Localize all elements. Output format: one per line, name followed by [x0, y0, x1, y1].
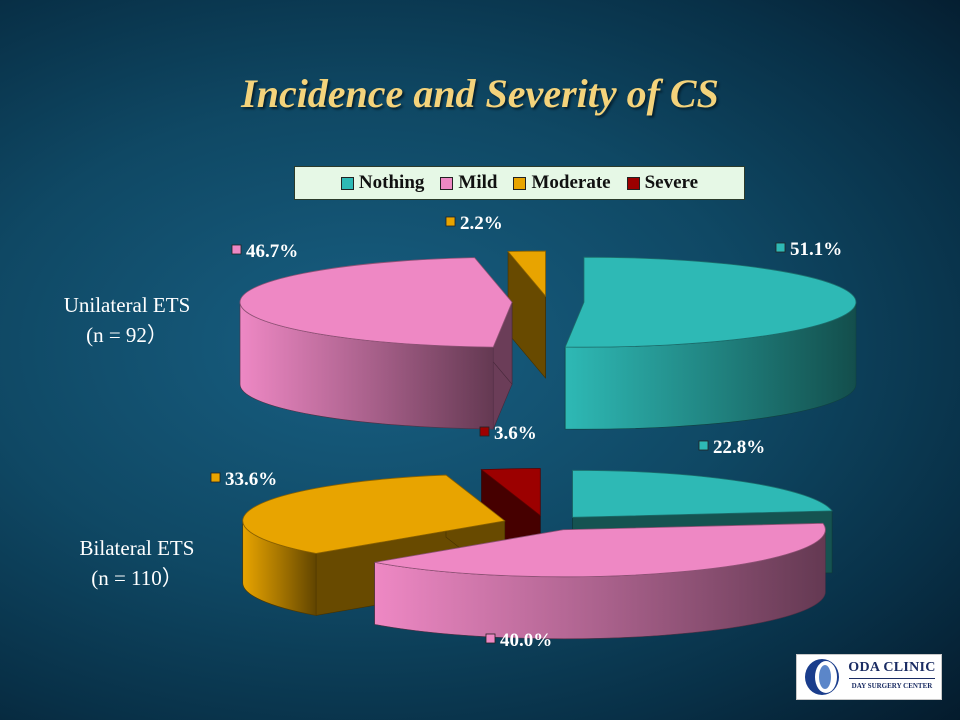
- legend-swatch-moderate: [513, 176, 527, 190]
- pie-chart-1: [242, 468, 833, 640]
- legend-label-nothing: Nothing: [358, 172, 425, 193]
- data-label-text-0-mild: 46.7%: [246, 241, 298, 262]
- data-label-1-moderate: 33.6%: [210, 469, 277, 490]
- legend-item-moderate: Moderate: [513, 172, 611, 194]
- pie-slice-1-mild: [374, 522, 826, 640]
- bilateral-group-label: Bilateral ETS (n = 110）: [42, 533, 232, 593]
- bilateral-title: Bilateral ETS: [79, 536, 195, 560]
- pie-slice-0-mild: [239, 256, 513, 430]
- chart-legend: Nothing Mild Moderate Severe: [294, 166, 745, 200]
- bilateral-n: (n = 110）: [91, 566, 183, 590]
- oda-clinic-logo: ODA CLINIC DAY SURGERY CENTER: [796, 654, 942, 700]
- pie-slice-0-moderate: [507, 250, 546, 379]
- unilateral-group-label: Unilateral ETS (n = 92）: [42, 290, 212, 350]
- unilateral-n: (n = 92）: [86, 323, 168, 347]
- data-label-0-nothing: 51.1%: [775, 239, 842, 260]
- legend-item-mild: Mild: [440, 172, 497, 194]
- legend-label-moderate: Moderate: [531, 172, 611, 193]
- logo-subtitle: DAY SURGERY CENTER: [851, 682, 933, 690]
- data-label-1-mild: 40.0%: [485, 630, 552, 651]
- logo-name: ODA CLINIC: [848, 660, 936, 675]
- data-label-0-moderate: 2.2%: [445, 213, 503, 234]
- legend-label-mild: Mild: [458, 172, 498, 193]
- data-label-text-1-mild: 40.0%: [500, 630, 552, 651]
- legend-item-nothing: Nothing: [340, 172, 425, 194]
- pie-chart-0: [239, 250, 857, 430]
- slide-title: Incidence and Severity of CS: [241, 71, 719, 116]
- legend-swatch-mild: [440, 176, 454, 190]
- data-label-text-0-moderate: 2.2%: [460, 213, 503, 234]
- legend-item-severe: Severe: [626, 172, 699, 194]
- legend-label-severe: Severe: [644, 172, 699, 193]
- data-label-0-mild: 46.7%: [231, 241, 298, 262]
- data-label-text-1-severe: 3.6%: [494, 423, 537, 444]
- pie-slice-0-nothing: [564, 256, 857, 430]
- data-label-1-nothing: 22.8%: [698, 437, 765, 458]
- legend-swatch-severe: [626, 176, 640, 190]
- legend-swatch-nothing: [340, 176, 354, 190]
- unilateral-title: Unilateral ETS: [63, 293, 191, 317]
- data-label-text-1-moderate: 33.6%: [225, 469, 277, 490]
- data-label-text-1-nothing: 22.8%: [713, 437, 765, 458]
- data-label-1-severe: 3.6%: [479, 423, 537, 444]
- data-label-text-0-nothing: 51.1%: [790, 239, 842, 260]
